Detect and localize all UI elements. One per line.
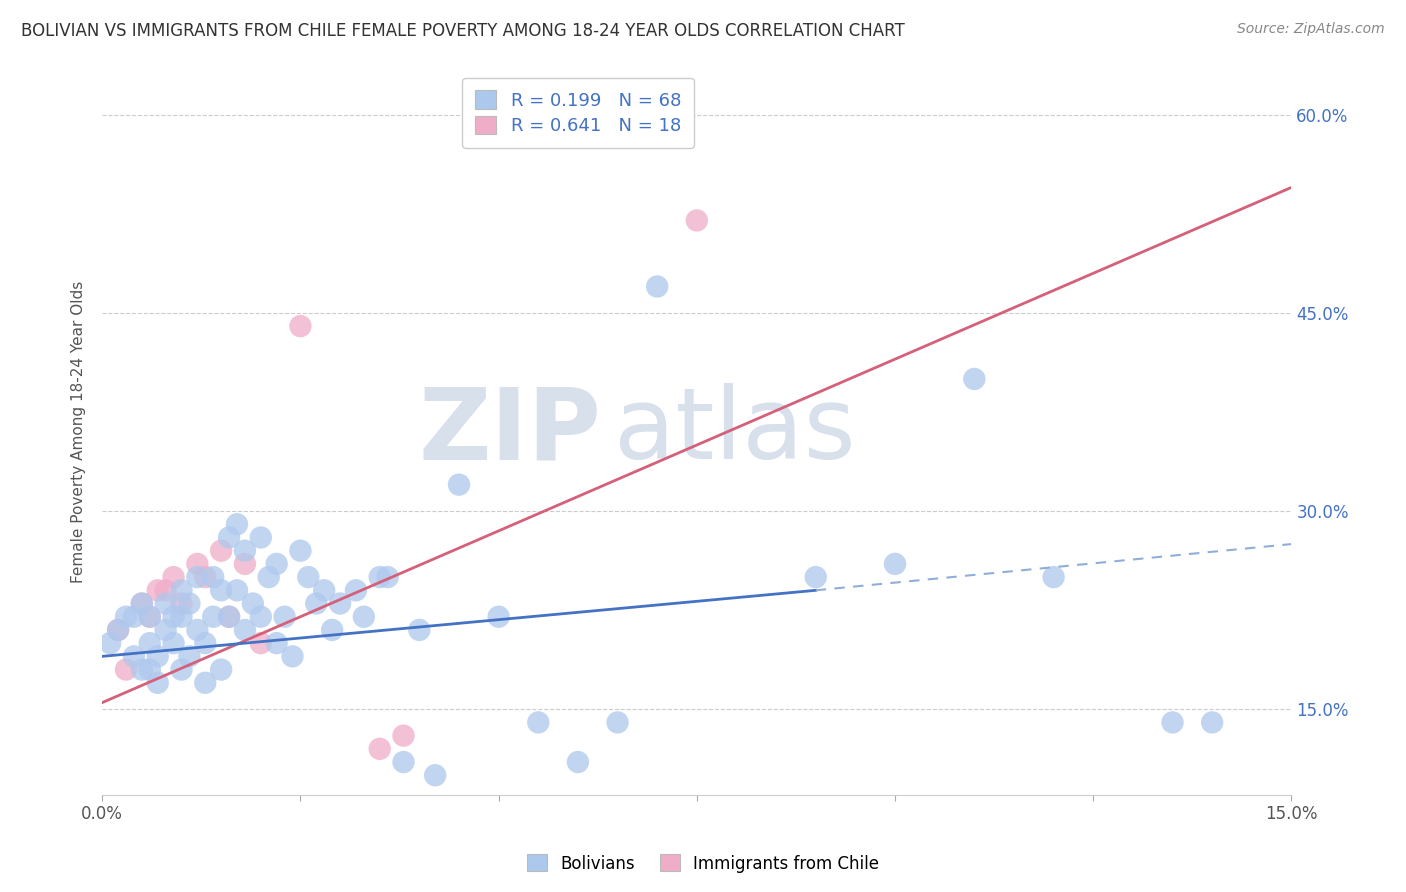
Point	[233, 557, 256, 571]
Point	[139, 636, 162, 650]
Text: ZIP: ZIP	[419, 384, 602, 480]
Point	[186, 557, 208, 571]
Legend: Bolivians, Immigrants from Chile: Bolivians, Immigrants from Chile	[520, 847, 886, 880]
Point	[233, 543, 256, 558]
Legend: R = 0.199   N = 68, R = 0.641   N = 18: R = 0.199 N = 68, R = 0.641 N = 18	[463, 78, 693, 148]
Point	[377, 570, 399, 584]
Point	[209, 663, 232, 677]
Point	[146, 649, 169, 664]
Point	[488, 609, 510, 624]
Point	[186, 570, 208, 584]
Point	[266, 557, 288, 571]
Point	[170, 583, 193, 598]
Point	[606, 715, 628, 730]
Point	[266, 636, 288, 650]
Point	[353, 609, 375, 624]
Point	[218, 609, 240, 624]
Point	[567, 755, 589, 769]
Point	[884, 557, 907, 571]
Point	[139, 663, 162, 677]
Point	[392, 729, 415, 743]
Point	[447, 477, 470, 491]
Point	[122, 609, 145, 624]
Point	[162, 636, 184, 650]
Point	[242, 597, 264, 611]
Point	[1161, 715, 1184, 730]
Point	[202, 609, 225, 624]
Point	[194, 675, 217, 690]
Point	[344, 583, 367, 598]
Point	[131, 597, 153, 611]
Point	[107, 623, 129, 637]
Point	[155, 597, 177, 611]
Point	[107, 623, 129, 637]
Point	[146, 583, 169, 598]
Point	[139, 609, 162, 624]
Point	[314, 583, 336, 598]
Point	[139, 609, 162, 624]
Point	[297, 570, 319, 584]
Point	[963, 372, 986, 386]
Point	[218, 609, 240, 624]
Point	[226, 583, 249, 598]
Point	[162, 609, 184, 624]
Point	[527, 715, 550, 730]
Point	[273, 609, 295, 624]
Point	[1042, 570, 1064, 584]
Point	[305, 597, 328, 611]
Point	[131, 597, 153, 611]
Point	[257, 570, 280, 584]
Point	[686, 213, 709, 227]
Point	[146, 675, 169, 690]
Point	[321, 623, 343, 637]
Point	[115, 609, 138, 624]
Point	[98, 636, 121, 650]
Point	[329, 597, 352, 611]
Point	[122, 649, 145, 664]
Point	[368, 741, 391, 756]
Y-axis label: Female Poverty Among 18-24 Year Olds: Female Poverty Among 18-24 Year Olds	[72, 281, 86, 582]
Point	[249, 609, 271, 624]
Point	[202, 570, 225, 584]
Point	[290, 543, 312, 558]
Point	[290, 319, 312, 334]
Point	[1201, 715, 1223, 730]
Point	[194, 636, 217, 650]
Point	[226, 517, 249, 532]
Point	[408, 623, 430, 637]
Point	[186, 623, 208, 637]
Point	[179, 649, 201, 664]
Point	[162, 570, 184, 584]
Point	[179, 597, 201, 611]
Point	[804, 570, 827, 584]
Point	[115, 663, 138, 677]
Point	[209, 543, 232, 558]
Point	[645, 279, 668, 293]
Text: BOLIVIAN VS IMMIGRANTS FROM CHILE FEMALE POVERTY AMONG 18-24 YEAR OLDS CORRELATI: BOLIVIAN VS IMMIGRANTS FROM CHILE FEMALE…	[21, 22, 905, 40]
Text: Source: ZipAtlas.com: Source: ZipAtlas.com	[1237, 22, 1385, 37]
Point	[209, 583, 232, 598]
Point	[233, 623, 256, 637]
Point	[131, 663, 153, 677]
Point	[194, 570, 217, 584]
Point	[281, 649, 304, 664]
Point	[155, 623, 177, 637]
Point	[155, 583, 177, 598]
Point	[170, 663, 193, 677]
Point	[392, 755, 415, 769]
Point	[170, 597, 193, 611]
Point	[249, 531, 271, 545]
Point	[368, 570, 391, 584]
Point	[218, 531, 240, 545]
Text: atlas: atlas	[613, 384, 855, 480]
Point	[249, 636, 271, 650]
Point	[425, 768, 447, 782]
Point	[170, 609, 193, 624]
